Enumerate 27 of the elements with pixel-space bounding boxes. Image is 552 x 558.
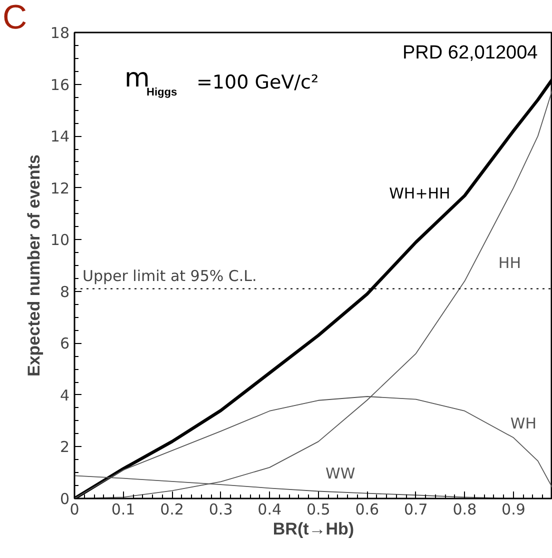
annotation: PRD 62,012004	[402, 42, 538, 64]
x-tick-label: 0.5	[306, 500, 330, 518]
ref-line-label: Upper limit at 95% C.L.	[82, 266, 257, 285]
y-tick-label: 14	[50, 128, 70, 146]
x-tick-label: 0.4	[258, 500, 282, 518]
y-tick-label: 16	[50, 76, 70, 94]
series-label: HH	[498, 254, 521, 272]
y-tick-label: 10	[50, 231, 70, 250]
x-tick-label: 0.1	[111, 500, 136, 518]
x-axis-title: BR(t→Hb)	[272, 520, 354, 538]
y-tick-label: 18	[50, 24, 70, 42]
y-tick-label: 8	[60, 282, 70, 301]
y-tick-label: 6	[60, 334, 70, 353]
x-tick-label: 0.9	[502, 500, 526, 518]
series-label: WW	[326, 464, 356, 482]
y-tick-label: 4	[60, 386, 70, 404]
series-label: WH	[510, 414, 537, 433]
y-tick-label: 12	[50, 179, 70, 198]
x-tick-label: 0.6	[355, 500, 380, 518]
x-tick-label: 0.3	[208, 500, 233, 518]
y-axis-title: Expected number of events	[24, 154, 44, 376]
series-label: WH+HH	[389, 184, 450, 203]
x-tick-label: 0.2	[160, 500, 184, 518]
x-tick-label: 0.8	[452, 500, 477, 518]
text: C	[2, 0, 28, 36]
x-tick-label: 0.7	[404, 500, 428, 518]
y-tick-label: 2	[60, 438, 70, 456]
